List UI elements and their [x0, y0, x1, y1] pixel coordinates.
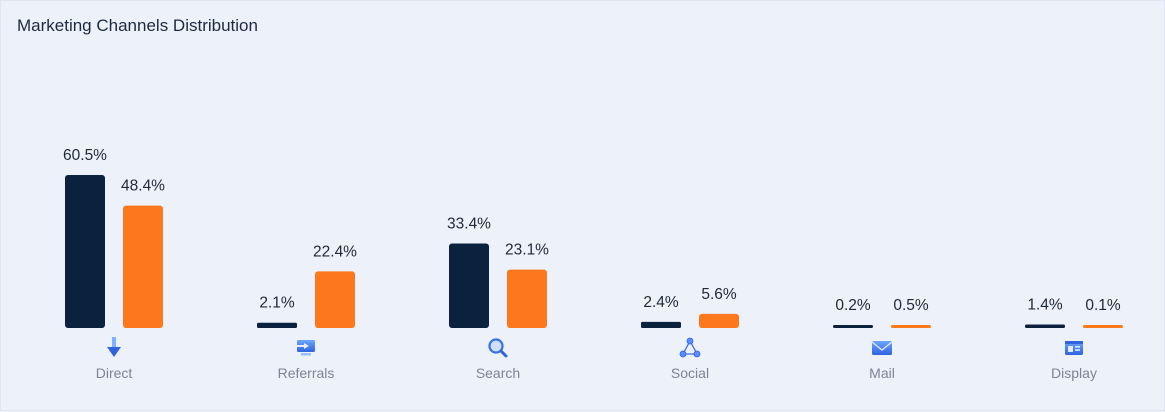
data-label: 60.5% [63, 147, 107, 164]
bar-social-series-1 [641, 321, 681, 328]
category-label: Social [671, 365, 709, 381]
bar-group-social: 2.4% 5.6% Social [641, 286, 739, 381]
category-label: Display [1051, 365, 1097, 381]
bar-group-referrals: 2.1% 22.4% Referrals [257, 243, 357, 381]
bar-mail-series-2 [891, 325, 931, 328]
data-label: 0.1% [1085, 297, 1121, 314]
data-label: 48.4% [121, 178, 165, 195]
chart-title: Marketing Channels Distribution [17, 16, 258, 35]
bar-mail-series-1 [833, 325, 873, 328]
bar-direct-series-1 [65, 175, 105, 328]
bar-referrals-series-1 [257, 322, 297, 328]
data-label: 0.2% [835, 297, 871, 314]
data-label: 2.1% [259, 295, 295, 312]
bar-search-series-1 [449, 243, 489, 328]
download-arrow-icon [107, 337, 121, 357]
bar-direct-series-2 [123, 205, 163, 328]
data-label: 2.4% [643, 294, 679, 311]
bar-group-display: 1.4% 0.1% Display [1025, 296, 1123, 381]
share-network-icon [679, 337, 701, 358]
envelope-icon [871, 341, 893, 355]
bar-group-search: 33.4% 23.1% Search [447, 216, 549, 381]
monitor-icon [297, 340, 315, 356]
category-label: Direct [96, 365, 133, 381]
data-label: 33.4% [447, 216, 491, 233]
bar-display-series-2 [1083, 325, 1123, 328]
data-label: 23.1% [505, 242, 549, 259]
bar-social-series-2 [699, 313, 739, 328]
bar-referrals-series-2 [315, 271, 355, 328]
bar-group-mail: 0.2% 0.5% Mail [833, 297, 931, 381]
magnifier-icon [488, 338, 508, 358]
bar-display-series-1 [1025, 324, 1065, 328]
category-label: Search [476, 365, 520, 381]
category-label: Mail [869, 365, 895, 381]
bar-group-direct: 60.5% 48.4% Direct [63, 147, 165, 381]
data-label: 22.4% [313, 243, 357, 260]
data-label: 1.4% [1027, 296, 1063, 313]
data-label: 0.5% [893, 297, 929, 314]
category-label: Referrals [278, 365, 335, 381]
bar-search-series-2 [507, 269, 547, 328]
display-ad-icon [1065, 341, 1083, 355]
data-label: 5.6% [701, 286, 737, 303]
